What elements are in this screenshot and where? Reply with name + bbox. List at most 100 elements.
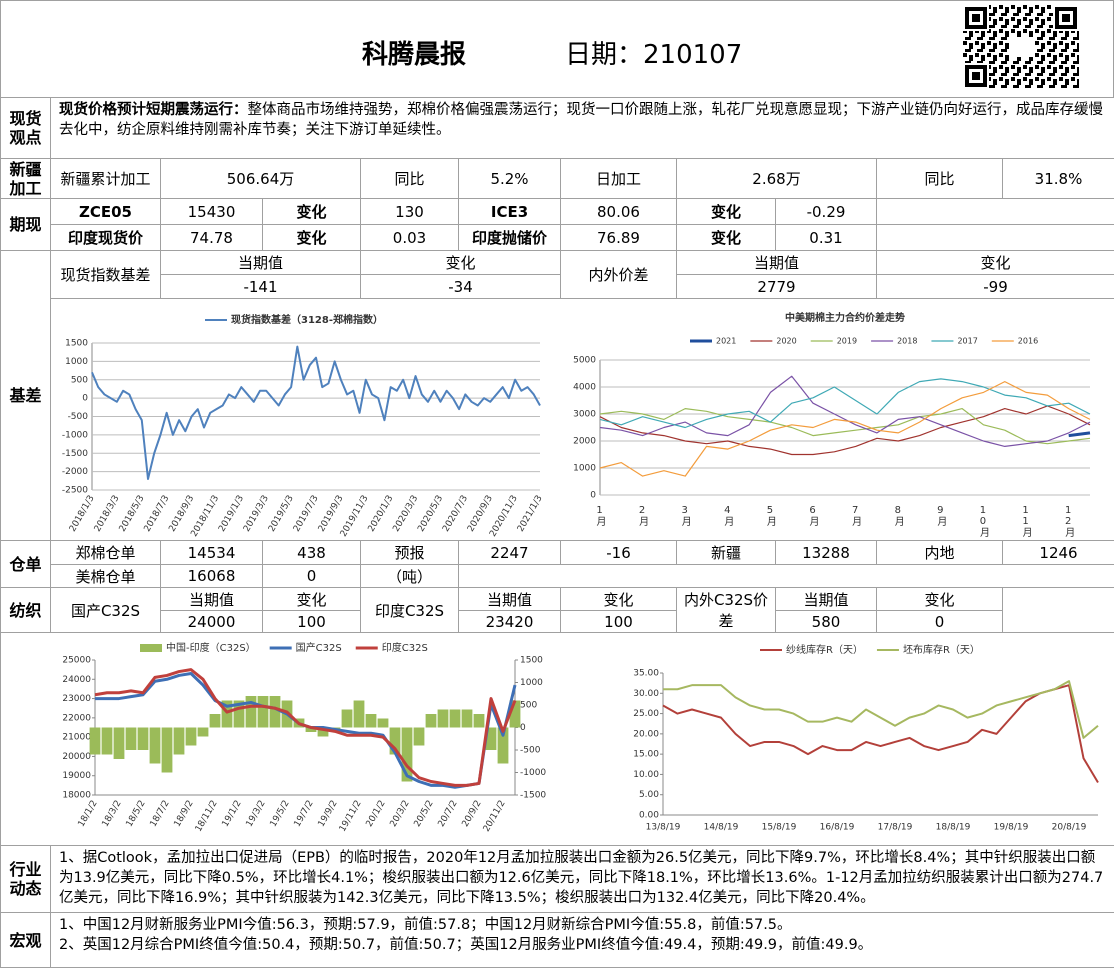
view-text: 整体商品市场维持强势，郑棉价格偏强震荡运行；现货一口价跟随上涨，轧花厂兑现意愿显…: [59, 102, 1103, 138]
table-cell: 31.8%: [1002, 158, 1114, 199]
table-cell: 美棉仓单: [50, 564, 161, 588]
table-cell: 2779: [676, 274, 877, 299]
cell-text: 438: [297, 543, 326, 562]
view-text: 现货价格预计短期震荡运行：: [59, 102, 248, 118]
table-cell: 23420: [458, 610, 561, 633]
cell-text: 2.68万: [752, 170, 801, 188]
table-cell: 5.2%: [458, 158, 561, 199]
table-cell: 同比: [360, 158, 459, 199]
cell-text: 行业动态: [9, 860, 42, 898]
header-box: [0, 0, 1114, 98]
cell-text: 现货观点: [9, 109, 42, 147]
table-cell: 同比: [876, 158, 1003, 199]
cell-text: 130: [395, 202, 424, 221]
table-cell: 1246: [1002, 540, 1114, 565]
table-cell: 印度现货价: [50, 224, 161, 251]
table-cell: 当期值: [676, 250, 877, 275]
cell-text: 纺织: [9, 600, 42, 620]
table-cell: [458, 564, 1114, 588]
table-cell: 0.31: [775, 224, 877, 251]
table-cell: 100: [560, 610, 677, 633]
report-date: 日期：210107: [565, 40, 743, 70]
cell-text: 1246: [1039, 543, 1078, 562]
cell-text: 国产C32S: [70, 601, 141, 620]
cell-text: ZCE05: [78, 202, 132, 221]
cell-text: 新疆加工: [9, 159, 42, 198]
table-cell: 变化: [876, 250, 1114, 275]
industry-news: 1、据Cotlook，孟加拉出口促进局（EPB）的临时报告，2020年12月孟加…: [50, 845, 1114, 913]
cell-text: 31.8%: [1034, 169, 1083, 188]
cell-text: -34: [448, 277, 473, 296]
chart-box: [0, 632, 1114, 846]
cell-text: 变化: [296, 203, 327, 221]
table-cell: 16068: [160, 564, 263, 588]
news-text: 1、据Cotlook，孟加拉出口促进局（EPB）的临时报告，2020年12月孟加…: [59, 850, 1104, 906]
cell-text: 0.03: [392, 228, 427, 247]
cell-text: 0.31: [809, 228, 843, 247]
cell-text: 506.64万: [226, 170, 295, 188]
table-cell: 郑棉仓单: [50, 540, 161, 565]
section-label: 期现: [0, 198, 51, 251]
cell-text: 当期值: [237, 254, 283, 272]
table-cell: 变化: [676, 198, 776, 225]
cell-text: ICE3: [490, 202, 529, 221]
table-cell: 现货指数基差: [50, 250, 161, 299]
table-cell: 0: [262, 564, 361, 588]
cell-text: 期现: [9, 215, 42, 234]
cell-text: 基差: [9, 386, 42, 405]
cell-text: （吨）: [386, 567, 432, 586]
cell-text: 宏观: [9, 930, 42, 950]
section-label: 宏观: [0, 912, 51, 968]
cell-text: 当期值: [188, 590, 234, 609]
table-cell: 0.03: [360, 224, 459, 251]
section-label: 行业动态: [0, 845, 51, 913]
table-cell: 580: [775, 610, 877, 633]
cell-text: 74.78: [190, 228, 233, 247]
macro-news: 1、中国12月财新服务业PMI今值:56.3，预期:57.9，前值:57.8；中…: [50, 912, 1114, 968]
table-cell: 变化: [360, 250, 561, 275]
table-cell: 2247: [458, 540, 561, 565]
table-cell: 变化: [676, 224, 776, 251]
macro-line: 2、英国12月综合PMI终值今值:50.4，预期:50.7，前值:50.7；英国…: [59, 937, 873, 953]
table-cell: 内外价差: [560, 250, 677, 299]
table-cell: 新疆累计加工: [50, 158, 161, 199]
cell-text: 内外价差: [588, 266, 649, 284]
table-cell: 74.78: [160, 224, 263, 251]
cell-text: 同比: [924, 170, 955, 188]
cell-text: -99: [983, 277, 1008, 296]
cell-text: 2779: [757, 277, 796, 296]
cell-text: 郑棉仓单: [75, 544, 136, 562]
cell-text: 23420: [485, 612, 534, 631]
table-cell: 24000: [160, 610, 263, 633]
cell-text: 0: [306, 567, 317, 585]
cell-text: 变化: [296, 229, 327, 247]
table-cell: 438: [262, 540, 361, 565]
cell-text: 新疆累计加工: [60, 170, 151, 188]
qr-code: [963, 5, 1079, 89]
table-cell: 印度C32S: [360, 587, 459, 633]
cell-text: 100: [297, 612, 326, 631]
table-cell: 当期值: [775, 587, 877, 611]
cell-text: 印度现货价: [67, 229, 143, 247]
cell-text: 内地: [924, 544, 955, 562]
table-cell: [876, 224, 1114, 251]
cell-text: 当期值: [486, 590, 532, 609]
table-cell: 506.64万: [160, 158, 361, 199]
table-cell: 印度抛储价: [458, 224, 561, 251]
chart-box: [50, 298, 1114, 541]
cell-text: 同比: [394, 170, 425, 188]
cell-text: 当期值: [803, 590, 849, 609]
table-cell: 2.68万: [676, 158, 877, 199]
table-cell: 当期值: [458, 587, 561, 611]
cell-text: 100: [604, 612, 633, 631]
table-cell: 14534: [160, 540, 263, 565]
cell-text: 新疆: [710, 544, 741, 562]
table-cell: [1002, 587, 1114, 633]
cell-text: 变化: [980, 254, 1011, 272]
table-cell: （吨）: [360, 564, 459, 588]
table-cell: [876, 198, 1114, 225]
cell-text: 现货指数基差: [60, 266, 151, 284]
table-cell: 0: [876, 610, 1003, 633]
table-cell: -34: [360, 274, 561, 299]
